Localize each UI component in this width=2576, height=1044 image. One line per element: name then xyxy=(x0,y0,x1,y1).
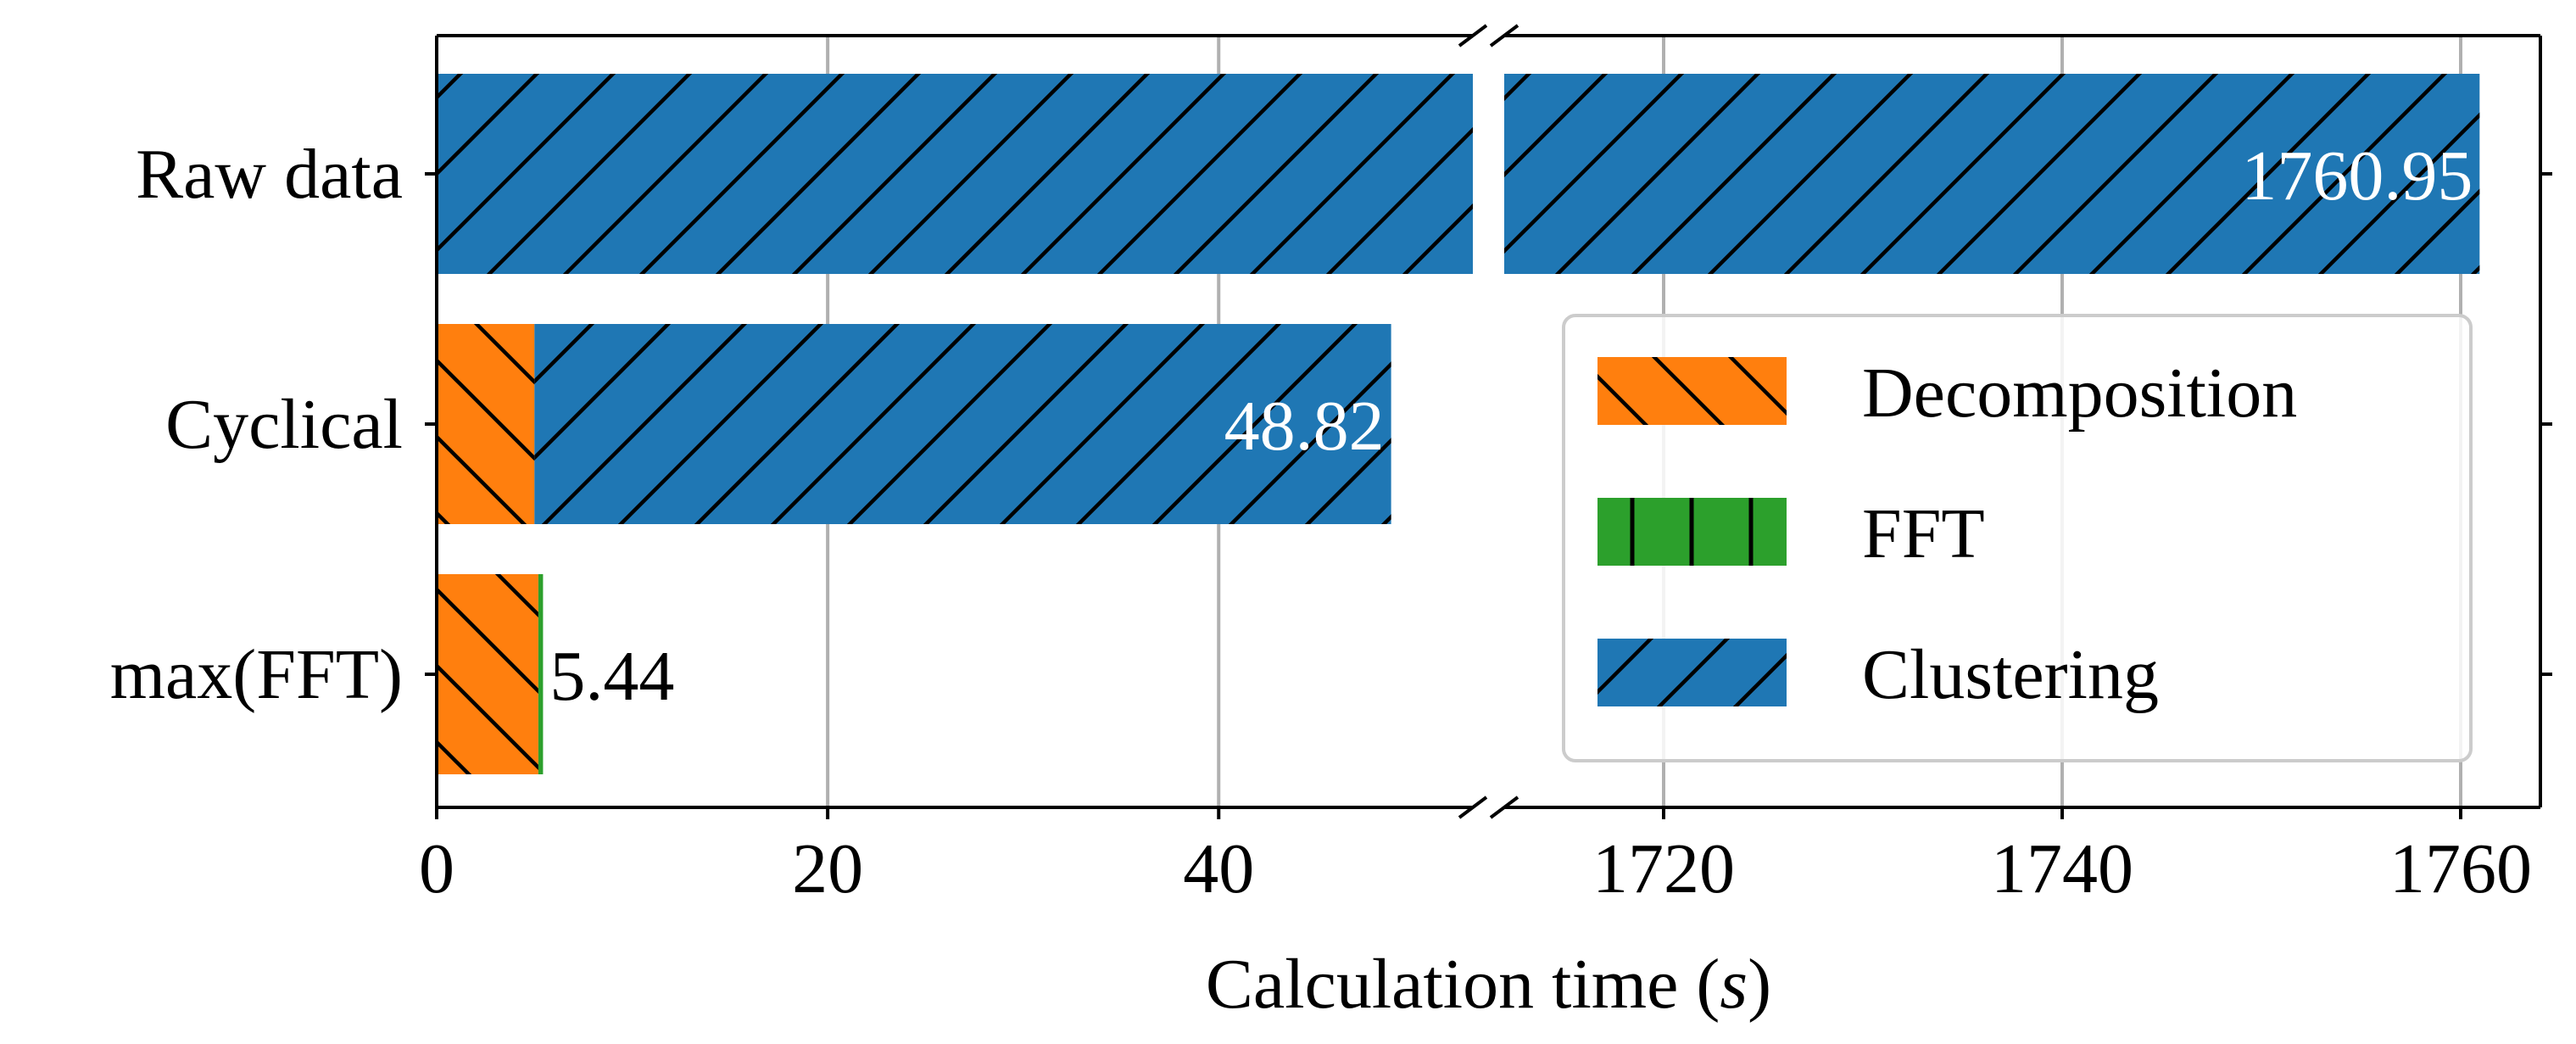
x-axis-title-variable: s xyxy=(1720,945,1748,1024)
legend-label: Clustering xyxy=(1862,635,2159,714)
bar-segment-hatch xyxy=(437,574,538,774)
bar-total-label: 1760.95 xyxy=(2241,137,2473,215)
axis-break-mark xyxy=(1458,796,1488,819)
axis-break-mark xyxy=(1489,24,1519,47)
legend-swatch-hatch xyxy=(1597,498,1787,566)
legend-swatch-hatch xyxy=(1597,639,1787,706)
bar-segment-hatch xyxy=(538,574,544,774)
bar-segment-hatch xyxy=(437,74,1473,274)
legend-swatch-hatch xyxy=(1597,357,1787,425)
legend-label: Decomposition xyxy=(1862,354,2297,433)
legend-label: FFT xyxy=(1862,494,1985,573)
labels-layer: Raw data Cyclical max(FFT) 0 20 40 1720 1740 176… xyxy=(110,135,2532,1024)
x-axis-title: Calculation time (s) xyxy=(1206,945,1771,1024)
bar-total-label: 48.82 xyxy=(1224,387,1385,466)
y-tick-label: Raw data xyxy=(136,135,403,214)
bars-layer xyxy=(437,74,2480,774)
x-tick-label: 1740 xyxy=(1991,829,2133,908)
axis-break-mark xyxy=(1458,24,1488,47)
x-axis-title-text: Calculation time ( xyxy=(1206,945,1720,1024)
legend: Decomposition FFT Clustering xyxy=(1562,314,2473,762)
axes-layer xyxy=(425,24,2552,819)
x-axis-title-end: ) xyxy=(1748,945,1771,1024)
y-tick-label: max(FFT) xyxy=(110,635,403,714)
bar-segment-hatch xyxy=(534,324,1391,524)
x-tick-label: 0 xyxy=(419,829,454,908)
y-tick-label: Cyclical xyxy=(165,385,403,464)
x-tick-label: 1760 xyxy=(2389,829,2532,908)
bar-total-label: 5.44 xyxy=(549,637,674,716)
x-tick-label: 1720 xyxy=(1592,829,1735,908)
legend-box xyxy=(1562,314,2473,762)
x-tick-label: 20 xyxy=(792,829,863,908)
bar-segment-hatch xyxy=(1504,74,2480,274)
axis-break-mark xyxy=(1489,796,1519,819)
bar-segment-hatch xyxy=(437,324,535,524)
x-tick-label: 40 xyxy=(1183,829,1254,908)
